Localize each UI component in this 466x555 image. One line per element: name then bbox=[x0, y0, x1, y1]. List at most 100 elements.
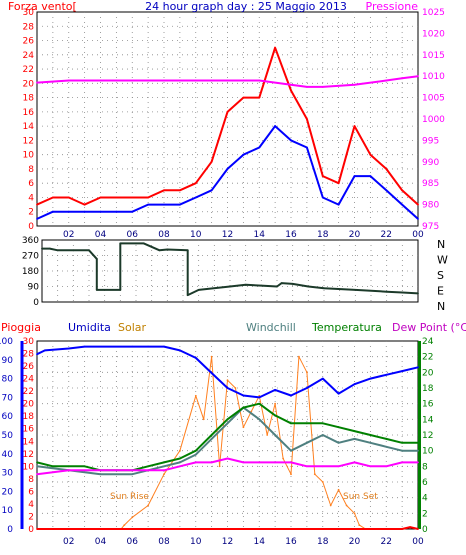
data-point bbox=[321, 86, 324, 88]
data-point bbox=[115, 210, 118, 213]
data-point bbox=[306, 146, 308, 149]
legend-entry: Dew Point (°C) bbox=[392, 321, 466, 334]
data-point bbox=[83, 465, 86, 468]
humidity-tick-label: 40 bbox=[2, 450, 14, 460]
data-point bbox=[36, 461, 38, 464]
data-point bbox=[290, 83, 292, 86]
data-point bbox=[401, 77, 403, 80]
data-point bbox=[83, 203, 86, 206]
wind-pressure-panel: 0246810121416182022242628309759809859909… bbox=[8, 0, 445, 240]
data-point bbox=[276, 285, 278, 288]
data-point bbox=[321, 481, 324, 483]
direction-tick-label: 360 bbox=[22, 236, 39, 246]
humidity-tick-label: 80 bbox=[2, 375, 14, 385]
y-right-tick-label: 1005 bbox=[422, 94, 445, 104]
data-point bbox=[210, 372, 213, 374]
y-right-tick-label: 1000 bbox=[422, 115, 445, 125]
data-point bbox=[417, 218, 419, 220]
x-tick-label: 06 bbox=[127, 537, 139, 547]
data-point bbox=[83, 345, 86, 348]
data-point bbox=[290, 89, 292, 92]
data-point bbox=[258, 146, 261, 149]
data-point bbox=[99, 196, 102, 199]
data-point bbox=[242, 406, 245, 409]
rain-tick-label: 2 bbox=[28, 512, 34, 522]
rain-tick-label: 0 bbox=[28, 525, 34, 535]
data-point bbox=[131, 345, 134, 348]
data-point bbox=[401, 528, 403, 530]
data-point bbox=[147, 203, 150, 206]
data-point bbox=[337, 488, 340, 491]
data-point bbox=[401, 449, 403, 452]
rain-tick-label: 6 bbox=[28, 487, 34, 497]
data-point bbox=[385, 445, 388, 448]
data-point bbox=[290, 461, 292, 464]
data-point bbox=[88, 249, 90, 252]
data-point bbox=[67, 347, 70, 350]
x-tick-label: 20 bbox=[349, 537, 361, 547]
data-point bbox=[329, 504, 332, 507]
data-point bbox=[345, 504, 348, 507]
data-point bbox=[353, 125, 356, 127]
data-point bbox=[210, 434, 213, 436]
temp-series bbox=[36, 345, 419, 530]
data-point bbox=[417, 449, 419, 452]
data-point bbox=[321, 175, 324, 178]
data-point bbox=[307, 285, 310, 288]
data-point bbox=[353, 430, 356, 432]
data-point bbox=[282, 457, 284, 460]
pressure-axis-title: Pressione bbox=[366, 0, 419, 13]
y-right-tick-label: 990 bbox=[422, 158, 439, 168]
rain-tick-label: 8 bbox=[28, 475, 34, 485]
wind-axis-title: Forza vento[ bbox=[8, 0, 77, 13]
humidity-tick-label: 100 bbox=[0, 337, 13, 347]
data-point bbox=[131, 79, 134, 82]
data-point bbox=[36, 203, 38, 206]
data-point bbox=[417, 203, 419, 206]
data-point bbox=[210, 355, 213, 358]
data-point bbox=[260, 284, 263, 287]
data-point bbox=[353, 438, 356, 440]
y-right-tick-label: 980 bbox=[422, 201, 439, 211]
data-point bbox=[197, 289, 200, 291]
humidity-tick-label: 90 bbox=[2, 356, 14, 366]
data-point bbox=[337, 203, 340, 206]
y-left-tick-label: 2 bbox=[28, 208, 34, 218]
data-point bbox=[147, 196, 150, 199]
x-tick-label: 06 bbox=[127, 230, 139, 240]
x-tick-label: 14 bbox=[254, 230, 266, 240]
y-left-tick-label: 16 bbox=[23, 108, 35, 118]
data-point bbox=[313, 473, 316, 476]
data-point bbox=[163, 345, 165, 348]
data-point bbox=[131, 196, 134, 199]
y-right-tick-label: 1020 bbox=[422, 29, 445, 39]
data-point bbox=[258, 418, 261, 421]
chart-title: 24 hour graph day : 25 Maggio 2013 bbox=[145, 0, 347, 13]
data-point bbox=[179, 349, 181, 352]
data-point bbox=[234, 387, 237, 389]
data-point bbox=[147, 504, 150, 507]
data-point bbox=[119, 289, 122, 291]
data-point bbox=[179, 465, 181, 468]
humidity-tick-label: 0 bbox=[7, 525, 13, 535]
direction-tick-label: 180 bbox=[22, 267, 39, 277]
rain-tick-label: 18 bbox=[23, 412, 35, 422]
y-right-tick-label: 20 bbox=[422, 368, 434, 378]
data-point bbox=[142, 242, 145, 245]
compass-label: S bbox=[437, 269, 444, 282]
y-left-tick-label: 20 bbox=[23, 79, 35, 89]
data-point bbox=[417, 75, 419, 78]
temp-axes-ticks: 0246810121416182022240102030405060708090… bbox=[0, 337, 434, 547]
data-point bbox=[194, 461, 197, 464]
y-right-tick-label: 1015 bbox=[422, 51, 445, 61]
data-point bbox=[226, 379, 229, 382]
data-point bbox=[306, 86, 308, 88]
data-point bbox=[226, 418, 229, 421]
y-right-tick-label: 0 bbox=[422, 525, 428, 535]
data-point bbox=[194, 196, 197, 199]
y-left-tick-label: 30 bbox=[23, 8, 35, 18]
compass-label: E bbox=[437, 285, 444, 298]
data-point bbox=[258, 402, 261, 405]
